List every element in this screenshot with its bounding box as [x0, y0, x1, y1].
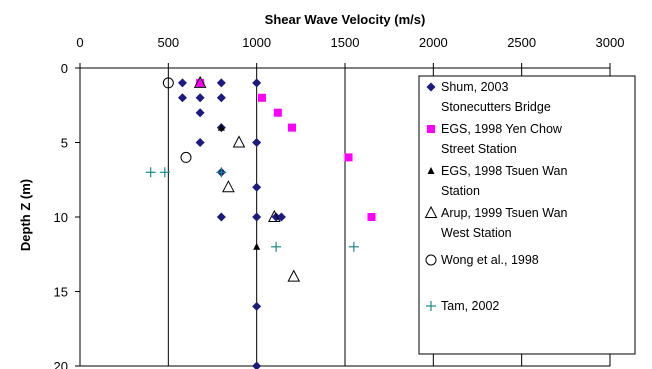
data-point: [287, 269, 301, 282]
x-tick-label: 1000: [242, 35, 271, 50]
series-6: [145, 167, 359, 252]
data-point: [216, 78, 226, 88]
data-point: [271, 241, 282, 252]
data-point: [252, 301, 262, 311]
x-tick-label: 500: [157, 35, 179, 50]
data-point: [257, 93, 266, 102]
x-tick-label: 2000: [419, 35, 448, 50]
series-2: [196, 78, 376, 221]
data-point: [344, 153, 353, 162]
data-points: [145, 75, 376, 369]
data-point: [273, 108, 282, 117]
data-point: [276, 212, 286, 222]
data-point: [217, 123, 225, 131]
legend-marker: [427, 125, 435, 133]
series-1: [177, 78, 286, 369]
x-axis-ticks: 0 500 1000 1500 2000 2500 3000: [76, 35, 624, 68]
y-axis-ticks: 0 5 10 15 20: [54, 61, 80, 369]
legend-label: Station: [441, 184, 480, 198]
data-point: [216, 93, 226, 103]
data-point: [195, 138, 205, 147]
data-point: [288, 123, 296, 132]
data-point: [145, 167, 156, 178]
legend-label: Shum, 2003: [441, 80, 508, 94]
data-point: [252, 361, 262, 369]
x-tick-label: 2500: [507, 35, 536, 50]
legend-marker: [426, 82, 436, 92]
x-tick-label: 3000: [596, 35, 625, 50]
y-tick-label: 0: [61, 61, 68, 76]
data-point: [252, 182, 262, 192]
data-point: [232, 135, 246, 148]
legend-label: West Station: [441, 226, 512, 240]
legend: Shum, 2003 Stonecutters Bridge EGS, 1998 Y…: [418, 75, 636, 355]
y-tick-label: 15: [54, 285, 68, 300]
legend-label: Wong et al., 1998: [441, 253, 539, 267]
data-point: [222, 180, 235, 193]
x-axis-title: Shear Wave Velocity (m/s): [265, 12, 426, 27]
data-point: [180, 151, 192, 163]
legend-marker: [427, 167, 435, 174]
data-point: [252, 78, 262, 88]
data-point: [193, 75, 207, 88]
legend-label: EGS, 1998 Tsuen Wan: [441, 164, 568, 178]
series-3: [217, 123, 261, 250]
legend-marker: [424, 205, 438, 218]
data-point: [268, 209, 281, 222]
x-tick-label: 1500: [331, 35, 360, 50]
legend-label: EGS, 1998 Yen Chow: [441, 122, 563, 136]
data-point: [159, 167, 170, 178]
legend-label: Tam, 2002: [441, 299, 499, 313]
data-point: [253, 242, 261, 250]
y-tick-label: 10: [54, 210, 68, 225]
series-5: [162, 77, 192, 163]
data-point: [162, 77, 174, 89]
legend-label: Street Station: [441, 142, 517, 156]
data-point: [177, 78, 187, 88]
legend-marker: [425, 254, 437, 266]
data-point: [177, 93, 187, 103]
data-point: [216, 212, 226, 222]
legend-label: Arup, 1999 Tsuen Wan: [441, 206, 568, 220]
legend-marker: [426, 301, 436, 311]
data-point: [348, 241, 359, 252]
series-4: [193, 75, 301, 282]
x-tick-label: 0: [76, 35, 83, 50]
legend-box: [418, 75, 636, 355]
data-point: [367, 213, 376, 221]
data-point: [252, 138, 262, 147]
y-tick-label: 20: [54, 359, 68, 369]
data-point: [195, 108, 205, 118]
data-point: [196, 78, 205, 87]
y-axis-title: Depth Z (m): [18, 179, 33, 251]
legend-label: Stonecutters Bridge: [441, 100, 551, 114]
y-tick-label: 5: [61, 136, 68, 151]
data-point: [216, 167, 227, 178]
data-point: [195, 93, 205, 103]
data-point: [252, 212, 262, 222]
